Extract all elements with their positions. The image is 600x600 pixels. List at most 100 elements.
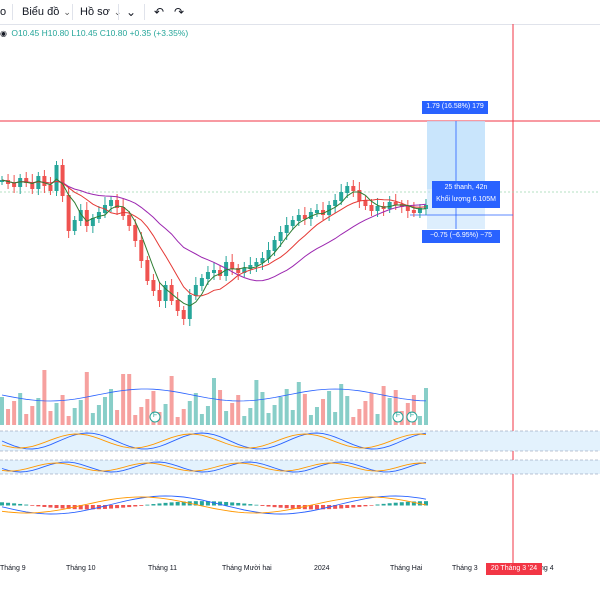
macd-bar: [84, 505, 89, 510]
oscillator1-line-b: [1, 433, 427, 449]
ohlc-change: +0.35 (+3.35%): [129, 28, 189, 38]
profile-menu-button[interactable]: Hồ sơ ⌄: [80, 4, 121, 20]
event-marker[interactable]: [149, 411, 161, 423]
undo-icon[interactable]: ↶: [154, 5, 165, 19]
macd-bar: [296, 505, 301, 509]
macd-bar: [199, 501, 204, 506]
measure-top-label-bg: [422, 101, 488, 114]
volume-bar: [308, 415, 313, 425]
volume-bar: [84, 372, 89, 425]
macd-bar: [193, 501, 198, 506]
volume-bar: [296, 382, 301, 425]
volume-bar: [139, 407, 144, 425]
toolbar-divider: [12, 4, 13, 20]
volume-bar: [109, 389, 114, 425]
event-marker-letter: F: [409, 412, 415, 419]
volume-bar: [314, 407, 319, 425]
volume-bar: [369, 393, 374, 425]
volume-bar: [333, 412, 338, 425]
macd-bar: [284, 505, 289, 509]
macd-bar: [308, 505, 313, 510]
volume-bar: [121, 374, 126, 425]
candle-body: [54, 165, 59, 191]
toolbar-left-fragment[interactable]: o: [0, 6, 7, 18]
volume-bar: [115, 410, 120, 425]
event-marker[interactable]: [392, 411, 404, 423]
candle-body: [218, 270, 223, 276]
macd-bar: [333, 505, 338, 509]
top-toolbar: o Biểu đồ⌄ Hồ sơ⌄ ⌄ ↶ ↷: [0, 0, 600, 25]
volume-bar: [6, 409, 11, 425]
volume-bar: [266, 413, 271, 425]
volume-bar: [393, 390, 398, 425]
ohlc-legend: ◉ O10.45 H10.80 L10.45 C10.80 +0.35 (+3.…: [0, 28, 188, 38]
redo-icon[interactable]: ↷: [174, 5, 185, 19]
oscillator1-line-a: [1, 432, 427, 450]
candle-body: [78, 210, 83, 221]
x-tick: Tháng 9: [0, 565, 26, 572]
chart-menu-label: Biểu đồ: [22, 6, 60, 18]
macd-bar: [205, 501, 210, 506]
macd-bar: [212, 501, 216, 506]
price-chart[interactable]: [0, 24, 600, 574]
candle-body: [18, 178, 23, 187]
candle-body: [0, 180, 4, 182]
macd-bar: [0, 502, 4, 506]
candle-body: [115, 200, 120, 208]
macd-bar: [272, 505, 277, 508]
profile-menu-label: Hồ sơ: [80, 6, 110, 18]
volume-bar: [102, 397, 107, 425]
eye-icon[interactable]: ◉: [0, 29, 7, 38]
volume-bar: [363, 401, 368, 425]
macd-bar: [175, 501, 180, 506]
toolbar-divider: [118, 4, 119, 20]
volume-bar: [327, 391, 332, 425]
volume-bar: [169, 376, 174, 425]
candle-body: [278, 232, 283, 241]
ohlc-close: C10.80: [99, 28, 128, 38]
event-marker[interactable]: [406, 411, 418, 423]
volume-bar: [145, 399, 150, 425]
measure-bottom-label-bg: [422, 230, 500, 243]
macd-bar: [90, 505, 95, 510]
volume-bar: [78, 400, 83, 425]
ohlc-open: O10.45: [11, 28, 40, 38]
candle-body: [260, 258, 265, 263]
expand-icon[interactable]: ⌄: [126, 5, 137, 19]
candle-body: [224, 262, 229, 276]
macd-bar: [260, 505, 265, 506]
candle-body: [321, 210, 326, 215]
candle-body: [375, 206, 380, 211]
event-markers: [149, 411, 418, 423]
macd-bar: [314, 505, 319, 510]
volume-bar: [278, 397, 283, 425]
candle-body: [169, 285, 174, 301]
x-tick: Tháng 10: [66, 565, 96, 572]
volume-bar: [411, 395, 416, 425]
candle-body: [12, 183, 17, 187]
volume-bar: [417, 416, 422, 425]
macd-signal-line: [1, 496, 427, 514]
volume-bar: [351, 417, 356, 425]
candle-body: [230, 262, 235, 269]
candle-body: [314, 210, 319, 213]
volume-bar: [187, 401, 192, 425]
candle-body: [157, 290, 162, 301]
candle-body: [36, 176, 41, 189]
volume-bar: [260, 392, 265, 425]
candle-body: [205, 272, 210, 279]
volume-bar: [66, 416, 71, 425]
macd-bar: [30, 505, 35, 506]
volume-bar: [357, 409, 362, 425]
chart-menu-button[interactable]: Biểu đồ ⌄: [22, 4, 71, 20]
candle-body: [417, 208, 422, 213]
candle-body: [72, 220, 77, 231]
candle-body: [387, 202, 392, 209]
volume-bar: [339, 384, 344, 425]
volume-bar: [60, 395, 65, 425]
macd-bar: [278, 505, 283, 508]
macd-bar: [133, 505, 138, 507]
macd-bar: [78, 505, 83, 510]
macd-bar: [139, 505, 144, 506]
measure-bottom-label: −0.75 (−6.95%) −75: [429, 232, 493, 239]
